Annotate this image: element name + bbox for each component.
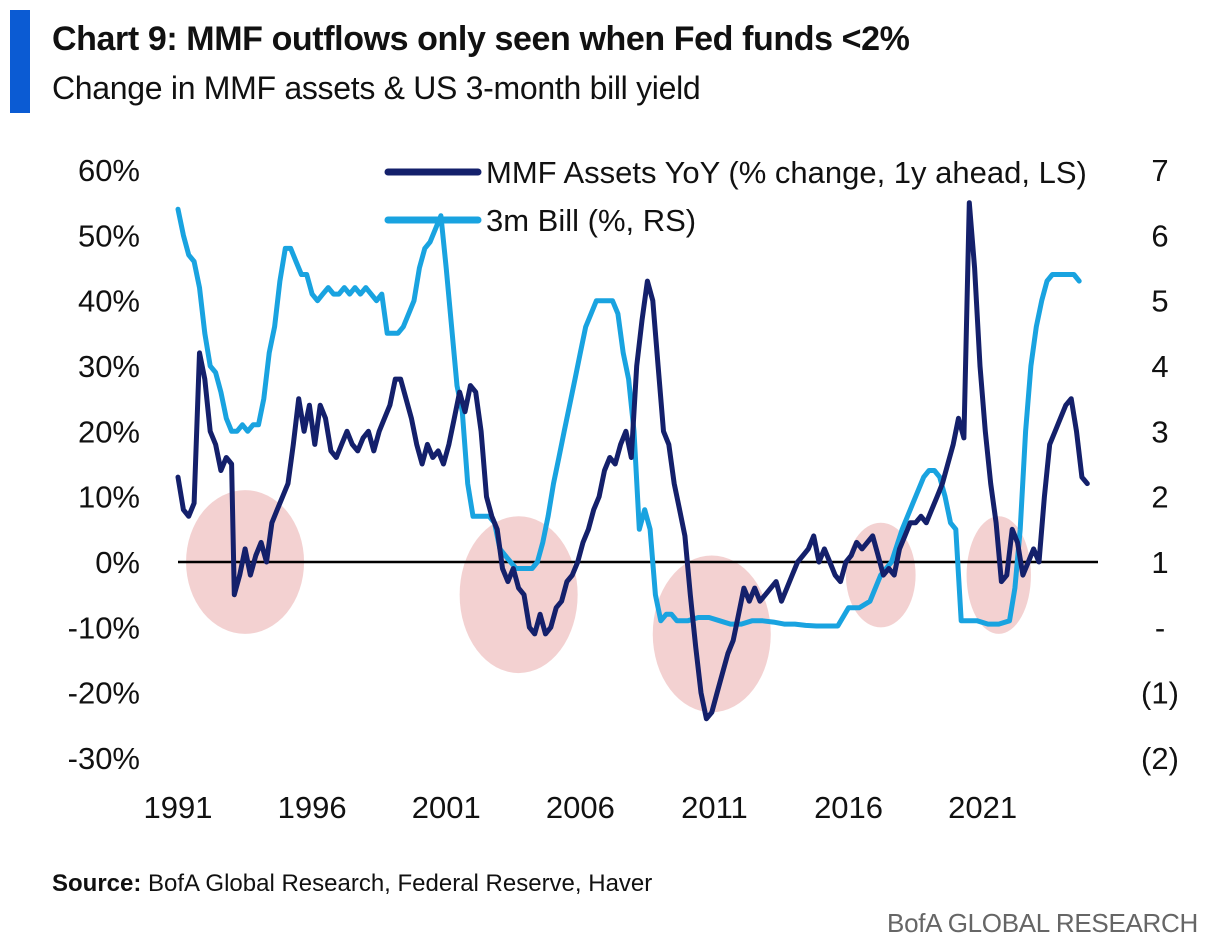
x-tick-label: 1996 <box>278 790 347 825</box>
brand-footer: BofA GLOBAL RESEARCH <box>887 908 1198 938</box>
y-right-tick-label: - <box>1155 610 1165 645</box>
series-3m-bill-line <box>175 206 1082 629</box>
chart-title: Chart 9: MMF outflows only seen when Fed… <box>52 20 910 58</box>
y-right-tick-label: 4 <box>1151 349 1168 384</box>
x-tick-label: 1991 <box>144 790 213 825</box>
y-left-tick-label: 0% <box>95 545 140 580</box>
x-tick-label: 2016 <box>814 790 883 825</box>
y-right-tick-label: (1) <box>1141 676 1179 711</box>
y-left-tick-label: 50% <box>78 218 140 253</box>
y-left-tick-label: -30% <box>68 741 140 776</box>
highlight-region-3 <box>652 555 771 713</box>
y-right-tick-label: 5 <box>1151 284 1168 319</box>
x-tick-label: 2006 <box>546 790 615 825</box>
y-left-tick-label: -20% <box>68 676 140 711</box>
y-left-tick-label: 10% <box>78 480 140 515</box>
source-label: Source: <box>52 870 142 897</box>
y-left-tick-label: 40% <box>78 284 140 319</box>
y-left-tick-label: 60% <box>78 153 140 188</box>
legend-bill-label: 3m Bill (%, RS) <box>486 203 696 238</box>
y-right-tick-label: 7 <box>1151 153 1168 188</box>
source-note: Source: BofA Global Research, Federal Re… <box>52 870 652 898</box>
y-right-tick-label: (2) <box>1141 741 1179 776</box>
y-right-tick-label: 6 <box>1151 218 1168 253</box>
x-tick-label: 2001 <box>412 790 481 825</box>
highlight-region-2 <box>459 516 578 674</box>
accent-bar <box>10 10 30 113</box>
y-left-tick-label: 30% <box>78 349 140 384</box>
y-right-tick-label: 1 <box>1151 545 1168 580</box>
chart-subtitle: Change in MMF assets & US 3-month bill y… <box>52 70 701 106</box>
y-right-tick-label: 3 <box>1151 414 1168 449</box>
y-left-tick-label: -10% <box>68 610 140 645</box>
legend-mmf-label: MMF Assets YoY (% change, 1y ahead, LS) <box>486 155 1087 190</box>
x-tick-label: 2021 <box>948 790 1017 825</box>
chart-svg: 60% 50% 40% 30% 20% 10% 0% -10% -20% -30% 7 6 5 4 3 2 1 -… <box>68 153 1179 825</box>
y-right-tick-label: 2 <box>1151 480 1168 515</box>
series-mmf-assets-line <box>175 200 1090 722</box>
x-tick-label: 2011 <box>681 790 748 825</box>
source-text: BofA Global Research, Federal Reserve, H… <box>141 870 653 897</box>
y-left-tick-label: 20% <box>78 414 140 449</box>
